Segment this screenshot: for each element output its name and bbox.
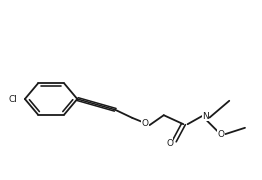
Text: O: O — [142, 119, 149, 128]
Text: O: O — [218, 130, 225, 139]
Text: O: O — [166, 139, 173, 148]
Text: Cl: Cl — [9, 94, 18, 103]
Text: N: N — [202, 112, 209, 121]
